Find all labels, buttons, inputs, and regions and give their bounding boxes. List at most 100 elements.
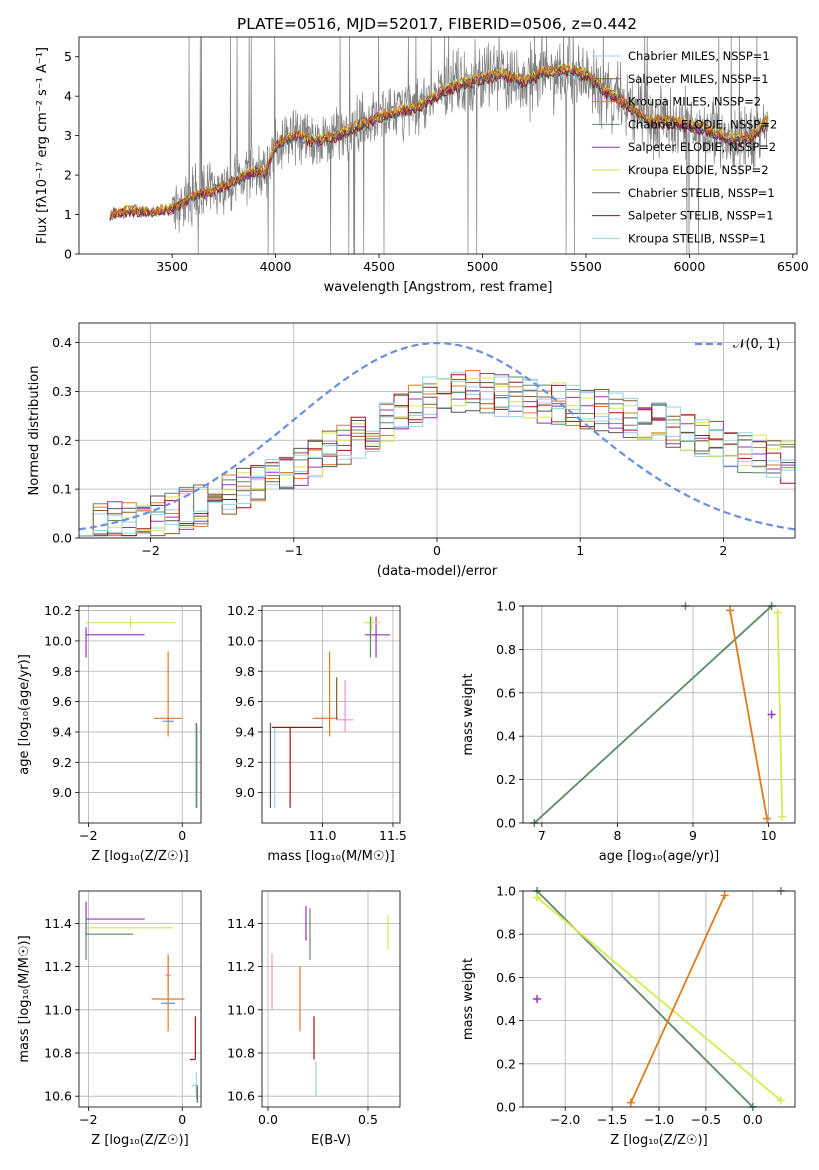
plot-area — [85, 616, 198, 808]
axes-frame — [261, 605, 401, 824]
x-tick-label: 0.0 — [743, 1112, 763, 1127]
plot-area — [79, 341, 795, 537]
x-tick-label: 8 — [613, 828, 621, 843]
y-tick-label: 0.2 — [496, 1056, 516, 1071]
weight-line-chabrier-elodie — [533, 606, 773, 823]
y-tick-label: 0.0 — [52, 531, 72, 546]
y-tick-label: 0.0 — [496, 816, 516, 831]
y-tick-label: 0.0 — [496, 1100, 516, 1115]
x-tick-label: 11.5 — [379, 828, 407, 843]
x-tick-label: −2 — [79, 1112, 97, 1127]
y-tick-label: 11.0 — [44, 1002, 72, 1017]
x-axis-label: Z [log₁₀(Z/Z☉)] — [610, 1133, 707, 1148]
legend-label: Chabrier MILES, NSSP=1 — [628, 49, 770, 63]
y-tick-label: 9.2 — [52, 755, 72, 770]
y-axis-label: Normed distribution — [27, 366, 42, 496]
plot-area — [533, 606, 784, 823]
x-tick-label: 11.0 — [309, 828, 337, 843]
weight-marker — [767, 710, 776, 719]
mass-vs-Z-panel: −2 0 10.6 10.8 11.0 11.2 11.4 Z [log₁₀(Z/Z☉)] ma… — [17, 890, 202, 1148]
figure-title: PLATE=0516, MJD=52017, FIBERID=0506, z=0… — [237, 15, 637, 33]
y-tick-label: 5 — [64, 49, 72, 64]
y-axis-label: mass weight — [461, 958, 476, 1040]
axes-frame — [78, 605, 202, 824]
normal-curve — [79, 341, 795, 531]
y-tick-label: 10.0 — [227, 633, 255, 648]
x-tick-label: 5000 — [467, 259, 499, 274]
x-axis-label: (data-model)/error — [377, 564, 498, 579]
y-tick-label: 0.2 — [52, 433, 72, 448]
x-tick-label: 6500 — [777, 259, 809, 274]
y-tick-label: 10.0 — [44, 633, 72, 648]
x-axis-label: mass [log₁₀(M/M☉)] — [267, 849, 394, 864]
y-tick-label: 9.6 — [235, 694, 255, 709]
y-tick-label: 0.4 — [496, 729, 516, 744]
y-tick-label: 0.4 — [52, 335, 72, 350]
mass-weight-vs-age-panel: 7 8 9 10 0.0 0.2 0.4 0.6 0.8 1.0 age [log₁₀(age/yr… — [461, 599, 796, 864]
x-tick-label: −2 — [141, 543, 159, 558]
y-tick-label: 1.0 — [496, 884, 516, 899]
y-tick-label: 0.1 — [52, 482, 72, 497]
y-axis-label: mass weight — [461, 673, 476, 755]
y-tick-label: 10.2 — [227, 603, 255, 618]
x-axis-label: Z [log₁₀(Z/Z☉)] — [91, 1133, 188, 1148]
weight-marker — [533, 893, 542, 902]
legend-label: Chabrier STELIB, NSSP=1 — [628, 186, 775, 200]
x-tick-label: −1.0 — [644, 1112, 674, 1127]
x-tick-label: −0.5 — [691, 1112, 721, 1127]
y-tick-label: 0 — [64, 247, 72, 262]
y-tick-label: 10.8 — [44, 1046, 72, 1061]
plot-area — [109, 37, 769, 254]
x-tick-label: 9 — [689, 828, 697, 843]
y-tick-label: 0.6 — [496, 970, 516, 985]
x-tick-label: 0.5 — [358, 1112, 378, 1127]
y-axis-label: mass [log₁₀(M/M☉)] — [17, 935, 32, 1062]
model-line-chabrier-stelib — [109, 66, 769, 220]
axes-frame — [78, 36, 798, 255]
model-line-kroupa-miles — [109, 62, 769, 219]
y-tick-label: 11.4 — [227, 916, 255, 931]
y-tick-label: 9.0 — [235, 785, 255, 800]
y-tick-label: 9.6 — [52, 694, 72, 709]
axes-frame — [78, 322, 796, 539]
y-tick-label: 9.8 — [235, 664, 255, 679]
legend-label: Kroupa MILES, NSSP=2 — [628, 95, 761, 109]
y-tick-label: 0.8 — [496, 642, 516, 657]
y-tick-label: 0.3 — [52, 384, 72, 399]
x-axis-label: E(B-V) — [311, 1133, 351, 1148]
y-tick-label: 11.2 — [227, 959, 255, 974]
y-tick-label: 11.0 — [227, 1002, 255, 1017]
weight-marker — [778, 812, 787, 821]
x-tick-label: −2.0 — [550, 1112, 580, 1127]
y-tick-label: 9.2 — [235, 755, 255, 770]
plot-area — [85, 901, 198, 1103]
legend-label: 𝒩(0, 1) — [733, 337, 780, 352]
weight-marker — [626, 1098, 635, 1107]
legend-label: Salpeter MILES, NSSP=1 — [628, 72, 769, 86]
histogram-kroupa-stelib — [79, 376, 795, 537]
y-tick-label: 2 — [64, 168, 72, 183]
x-tick-label: 5500 — [570, 259, 602, 274]
histogram-salpeter-stelib — [79, 374, 795, 537]
model-line-salpeter-miles — [109, 63, 769, 219]
y-axis-label: age [log₁₀(age/yr)] — [17, 654, 32, 775]
x-tick-label: 0.0 — [258, 1112, 278, 1127]
plot-area — [271, 906, 389, 1097]
axes-frame — [78, 890, 202, 1108]
residuals-panel: −2 −1 0 1 2 0.0 0.1 0.2 0.3 0.4 (data-model)/error… — [27, 322, 796, 579]
axes-frame — [522, 605, 796, 824]
legend-label: Kroupa ELODIE, NSSP=2 — [628, 163, 769, 177]
age-vs-Z-panel: −2 0 9.0 9.2 9.4 9.6 9.8 10.0 10.2 Z [log₁₀(Z/Z☉)… — [17, 603, 202, 864]
y-tick-label: 11.2 — [44, 959, 72, 974]
x-tick-label: 4000 — [260, 259, 292, 274]
x-tick-label: 2 — [719, 543, 727, 558]
y-tick-label: 10.2 — [44, 603, 72, 618]
weight-marker — [776, 1096, 785, 1105]
weight-line-kroupa-miles — [729, 610, 768, 819]
x-tick-label: −1.5 — [597, 1112, 627, 1127]
weight-marker — [726, 606, 735, 615]
weight-marker — [773, 608, 782, 617]
plot-area — [536, 891, 782, 1107]
weight-line-kroupa-elodie — [536, 896, 782, 1102]
y-tick-label: 9.0 — [52, 785, 72, 800]
